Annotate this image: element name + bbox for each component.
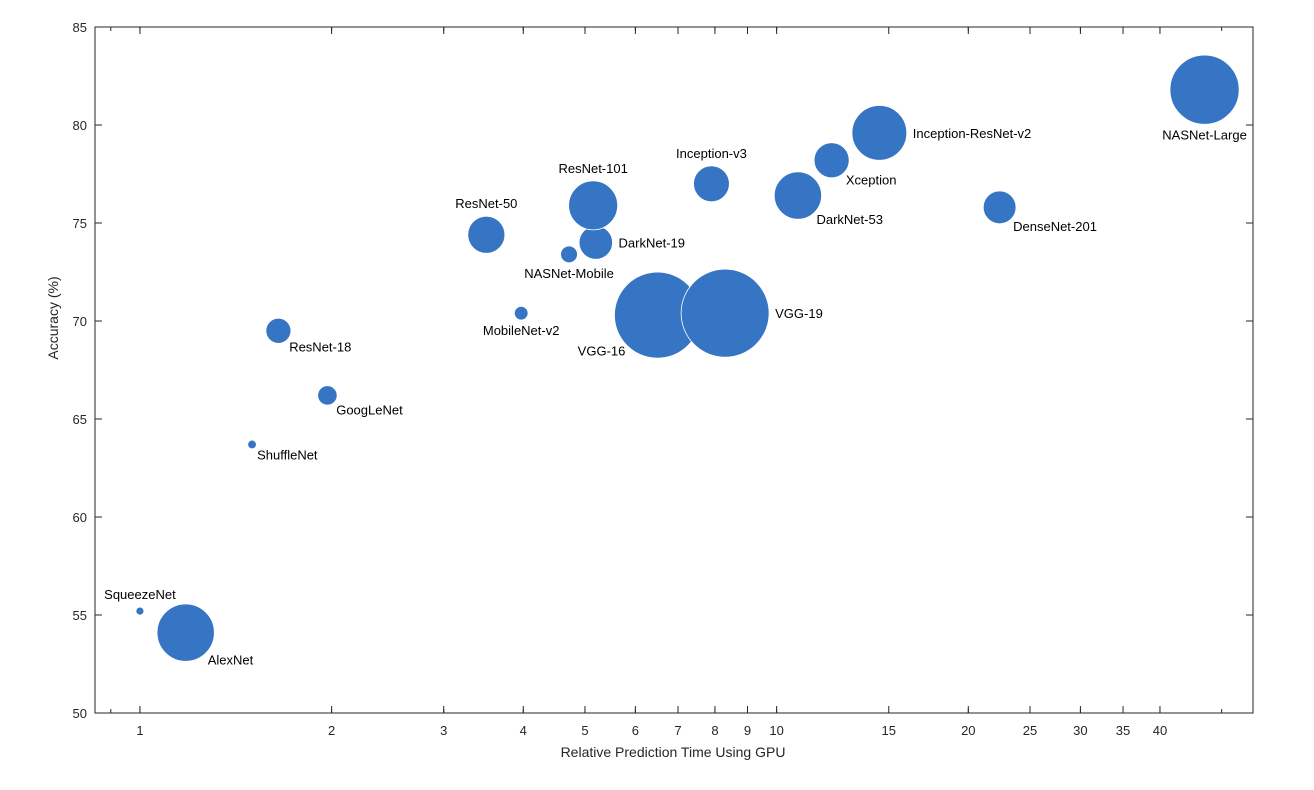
x-tick-label: 3 xyxy=(440,723,447,738)
x-tick-label: 20 xyxy=(961,723,975,738)
bubble xyxy=(773,171,822,220)
bubble-label: VGG-16 xyxy=(578,343,626,358)
bubble-label: DenseNet-201 xyxy=(1013,219,1097,234)
bubble-label: ResNet-18 xyxy=(289,340,351,355)
bubble xyxy=(467,215,506,254)
y-tick-label: 60 xyxy=(73,510,87,525)
y-tick-label: 55 xyxy=(73,608,87,623)
bubble-label: MobileNet-v2 xyxy=(483,323,560,338)
bubble-labels: SqueezeNet AlexNet ShuffleNet ResNet-18 Goog… xyxy=(104,126,1247,668)
bubble xyxy=(560,245,578,264)
tick-marks xyxy=(95,26,1253,714)
bubble xyxy=(265,317,292,344)
x-tick-label: 5 xyxy=(581,723,588,738)
x-axis-label: Relative Prediction Time Using GPU xyxy=(561,744,786,760)
x-tick-label: 6 xyxy=(632,723,639,738)
bubble xyxy=(135,606,145,616)
bubble xyxy=(982,190,1017,225)
x-tick-label: 7 xyxy=(674,723,681,738)
bubble xyxy=(156,603,215,662)
plot-box xyxy=(94,26,1254,714)
bubble xyxy=(578,225,613,260)
bubble-label: DarkNet-19 xyxy=(619,236,685,251)
y-axis-label: Accuracy (%) xyxy=(45,276,61,359)
x-tick-label: 2 xyxy=(328,723,335,738)
x-tick-label: 8 xyxy=(711,723,718,738)
bubble-label: GoogLeNet xyxy=(336,402,403,417)
bubble xyxy=(680,268,770,358)
bubble-label: SqueezeNet xyxy=(104,587,176,602)
bubble xyxy=(1169,54,1240,125)
x-tick-label: 35 xyxy=(1116,723,1130,738)
plot-frame xyxy=(94,26,1254,714)
x-tick-label: 40 xyxy=(1153,723,1167,738)
y-tick-label: 80 xyxy=(73,118,87,133)
y-tick-label: 50 xyxy=(73,706,87,721)
bubble-label: DarkNet-53 xyxy=(816,212,882,227)
y-tick-label: 65 xyxy=(73,412,87,427)
bubble xyxy=(813,142,850,179)
bubble xyxy=(247,439,257,450)
x-tick-label: 4 xyxy=(520,723,527,738)
x-tick-label: 9 xyxy=(744,723,751,738)
y-tick-label: 85 xyxy=(73,20,87,35)
bubble xyxy=(693,165,730,203)
bubble-label: NASNet-Large xyxy=(1162,127,1247,142)
bubble-label: ShuffleNet xyxy=(257,448,318,463)
x-tick-label: 1 xyxy=(136,723,143,738)
tick-labels: 1 2 3 4 5 6 7 8 9 10 15 20 25 30 35 40 50 55 60 65 70 75 80 85 xyxy=(73,20,1168,738)
bubble-label: NASNet-Mobile xyxy=(524,266,614,281)
bubble xyxy=(317,385,338,406)
bubble-label: Inception-ResNet-v2 xyxy=(913,126,1032,141)
x-tick-label: 15 xyxy=(882,723,896,738)
x-tick-label: 10 xyxy=(769,723,783,738)
x-tick-label: 30 xyxy=(1073,723,1087,738)
bubble-label: ResNet-50 xyxy=(455,196,517,211)
bubble xyxy=(851,105,908,161)
bubble-label: AlexNet xyxy=(208,653,254,668)
bubble-label: Xception xyxy=(846,173,897,188)
bubble xyxy=(513,305,529,321)
bubbles xyxy=(135,54,1240,662)
bubble xyxy=(568,180,619,231)
x-tick-label: 25 xyxy=(1023,723,1037,738)
y-tick-label: 75 xyxy=(73,216,87,231)
bubble-label: VGG-19 xyxy=(775,306,823,321)
bubble-label: Inception-v3 xyxy=(676,146,747,161)
y-tick-label: 70 xyxy=(73,314,87,329)
bubble-label: ResNet-101 xyxy=(558,161,627,176)
